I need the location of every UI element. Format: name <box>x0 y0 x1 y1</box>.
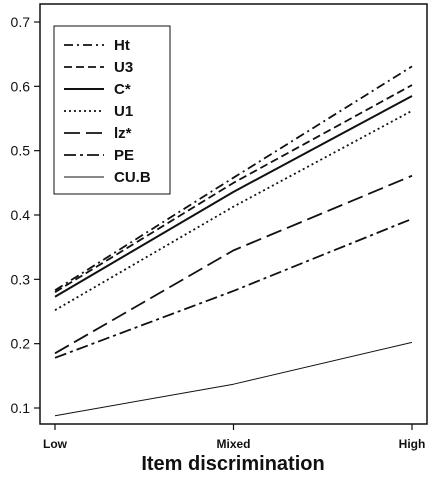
legend-label: Ht <box>114 37 130 54</box>
x-tick-label: High <box>399 437 426 451</box>
series-line-4 <box>54 174 413 355</box>
legend-label: lz* <box>114 125 132 142</box>
legend-label: PE <box>114 147 134 164</box>
y-tick-label: 0.4 <box>11 207 31 223</box>
series-line-3 <box>54 109 413 311</box>
y-tick-label: 0.5 <box>11 143 31 159</box>
x-tick-label: Mixed <box>216 437 250 451</box>
y-axis: 0.1 0.2 0.3 0.4 0.5 0.6 0.7 <box>11 14 40 416</box>
series-line-5 <box>54 218 413 359</box>
x-axis: Low Mixed High <box>43 424 425 451</box>
x-axis-title: Item discrimination <box>141 453 324 475</box>
series-line-2 <box>54 95 413 298</box>
legend-label: U3 <box>114 59 133 76</box>
legend-box <box>53 25 171 195</box>
y-tick-label: 0.6 <box>11 78 31 94</box>
legend-label: U1 <box>114 103 133 120</box>
x-tick-label: Low <box>43 437 68 451</box>
series-line-6 <box>54 341 413 417</box>
series-line-1 <box>54 84 413 293</box>
legend-label: CU.B <box>114 169 151 186</box>
y-tick-label: 0.3 <box>11 271 31 287</box>
legend: Ht U3 C* U1 lz* PE CU.B <box>53 25 171 195</box>
series-line-0 <box>54 65 413 292</box>
y-tick-label: 0.2 <box>11 336 31 352</box>
y-tick-label: 0.1 <box>11 400 31 416</box>
legend-label: C* <box>114 81 131 98</box>
series-layer <box>54 65 413 417</box>
y-tick-label: 0.7 <box>11 14 31 30</box>
